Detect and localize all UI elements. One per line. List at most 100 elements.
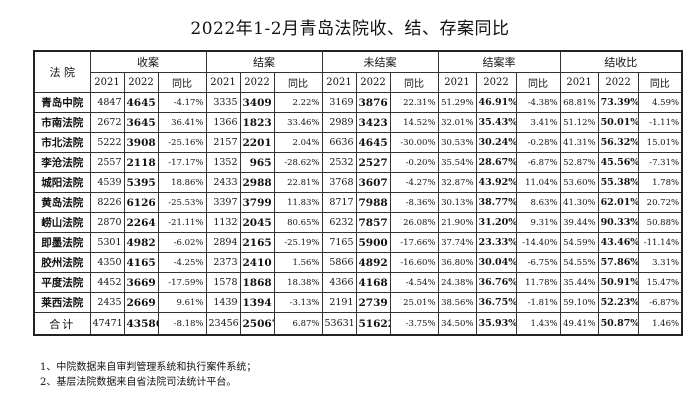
table-cell: 26.08%	[389, 212, 439, 233]
table-cell: 3669	[123, 272, 159, 293]
table-cell: 8226	[89, 192, 125, 213]
table-cell: 2435	[89, 292, 125, 313]
court-name: 城阳法院	[33, 172, 91, 193]
table-cell: 4892	[355, 252, 391, 273]
table-cell: 2894	[205, 232, 241, 253]
table-cell: 14.52%	[389, 112, 439, 133]
table-cell: 5866	[321, 252, 357, 273]
table-cell: 1823	[239, 112, 275, 133]
court-name: 李沧法院	[33, 152, 91, 173]
subheader-year-2022: 2022	[597, 72, 639, 93]
table-cell: 8.63%	[515, 192, 561, 213]
court-name: 即墨法院	[33, 232, 91, 253]
table-cell: 43586	[123, 312, 159, 336]
table-cell: 3335	[205, 92, 241, 113]
table-cell: 1.56%	[273, 252, 323, 273]
table-cell: 1352	[205, 152, 241, 173]
table-cell: 2989	[321, 112, 357, 133]
table-cell: 18.86%	[157, 172, 207, 193]
table-cell: 90.33%	[597, 212, 639, 233]
table-cell: 2.22%	[273, 92, 323, 113]
table-cell: 15.47%	[637, 272, 683, 293]
table-header-row: 法 院 收案 结案 未结案 结案率 结收比	[33, 50, 683, 93]
footnote-2: 2、基层法院数据来自省法院司法统计平台。	[40, 377, 237, 388]
table-cell: 2045	[239, 212, 275, 233]
table-cell: 22.31%	[389, 92, 439, 113]
table-cell: 4847	[89, 92, 125, 113]
table-cell: 50.91%	[597, 272, 639, 293]
table-cell: 3799	[239, 192, 275, 213]
subheader-yoy: 同比	[389, 72, 439, 93]
table-cell: 50.88%	[637, 212, 683, 233]
table-cell: -21.11%	[157, 212, 207, 233]
table-cell: 25067	[239, 312, 275, 336]
table-cell: 4168	[355, 272, 391, 293]
table-cell: 2557	[89, 152, 125, 173]
group-header-closed: 结案	[205, 50, 323, 73]
table-cell: 23.33%	[475, 232, 517, 253]
table-cell: -17.59%	[157, 272, 207, 293]
court-name: 合计	[33, 312, 91, 336]
table-cell: 1.46%	[637, 312, 683, 336]
table-cell: 2532	[321, 152, 357, 173]
table-cell: 2165	[239, 232, 275, 253]
table-cell: 3409	[239, 92, 275, 113]
subheader-year-2021: 2021	[559, 72, 599, 93]
table-cell: 22.81%	[273, 172, 323, 193]
table-cell: 2264	[123, 212, 159, 233]
table-cell: -30.00%	[389, 132, 439, 153]
table-cell: 24.38%	[437, 272, 477, 293]
subheader-yoy: 同比	[273, 72, 323, 93]
table-cell: 2433	[205, 172, 241, 193]
table-cell: 4452	[89, 272, 125, 293]
table-cell: 30.04%	[475, 252, 517, 273]
table-cell: 52.87%	[559, 152, 599, 173]
court-name: 平度法院	[33, 272, 91, 293]
table-cell: 35.44%	[559, 272, 599, 293]
table-cell: 38.77%	[475, 192, 517, 213]
table-cell: 56.32%	[597, 132, 639, 153]
table-cell: 2672	[89, 112, 125, 133]
group-header-close-receive-ratio: 结收比	[559, 50, 683, 73]
table-cell: 18.38%	[273, 272, 323, 293]
page-title: 2022年1-2月青岛法院收、结、存案同比	[190, 19, 510, 39]
table-cell: 1578	[205, 272, 241, 293]
table-cell: 1366	[205, 112, 241, 133]
table-cell: 3645	[123, 112, 159, 133]
table-cell: 41.30%	[559, 192, 599, 213]
table-cell: 52.23%	[597, 292, 639, 313]
statistics-table: 法 院 收案 结案 未结案 结案率 结收比 2021 2022 同比 2021 2022…	[33, 50, 684, 336]
table-row: 胶州法院 4350 4165 -4.25% 2373 2410 1.56% 5866 4892-…	[33, 252, 683, 273]
table-cell: 2669	[123, 292, 159, 313]
subheader-year-2022: 2022	[239, 72, 275, 93]
table-cell: 51622	[355, 312, 391, 336]
court-name: 莱西法院	[33, 292, 91, 313]
table-cell: -25.16%	[157, 132, 207, 153]
table-cell: 36.41%	[157, 112, 207, 133]
table-cell: 51.12%	[559, 112, 599, 133]
table-cell: 2201	[239, 132, 275, 153]
court-name: 市北法院	[33, 132, 91, 153]
table-cell: 9.31%	[515, 212, 561, 233]
table-cell: 2739	[355, 292, 391, 313]
table-cell: 1.43%	[515, 312, 561, 336]
table-cell: 36.75%	[475, 292, 517, 313]
table-cell: 4645	[123, 92, 159, 113]
table-cell: -16.60%	[389, 252, 439, 273]
table-cell: 35.54%	[437, 152, 477, 173]
table-cell: -14.40%	[515, 232, 561, 253]
table-cell: 965	[239, 152, 275, 173]
table-cell: 3.31%	[637, 252, 683, 273]
subheader-year-2021: 2021	[205, 72, 241, 93]
table-cell: 2118	[123, 152, 159, 173]
table-cell: 3876	[355, 92, 391, 113]
footnotes: 1、中院数据来自审判管理系统和执行案件系统； 2、基层法院数据来自省法院司法统计…	[40, 360, 256, 390]
table-cell: 3.41%	[515, 112, 561, 133]
table-cell: 4645	[355, 132, 391, 153]
table-cell: 54.59%	[559, 232, 599, 253]
group-header-pending: 未结案	[321, 50, 439, 73]
table-cell: 5301	[89, 232, 125, 253]
court-name: 黄岛法院	[33, 192, 91, 213]
table-row: 黄岛法院 8226 6126 -25.53% 3397 3799 11.83% 8717 798…	[33, 192, 683, 213]
court-name: 胶州法院	[33, 252, 91, 273]
